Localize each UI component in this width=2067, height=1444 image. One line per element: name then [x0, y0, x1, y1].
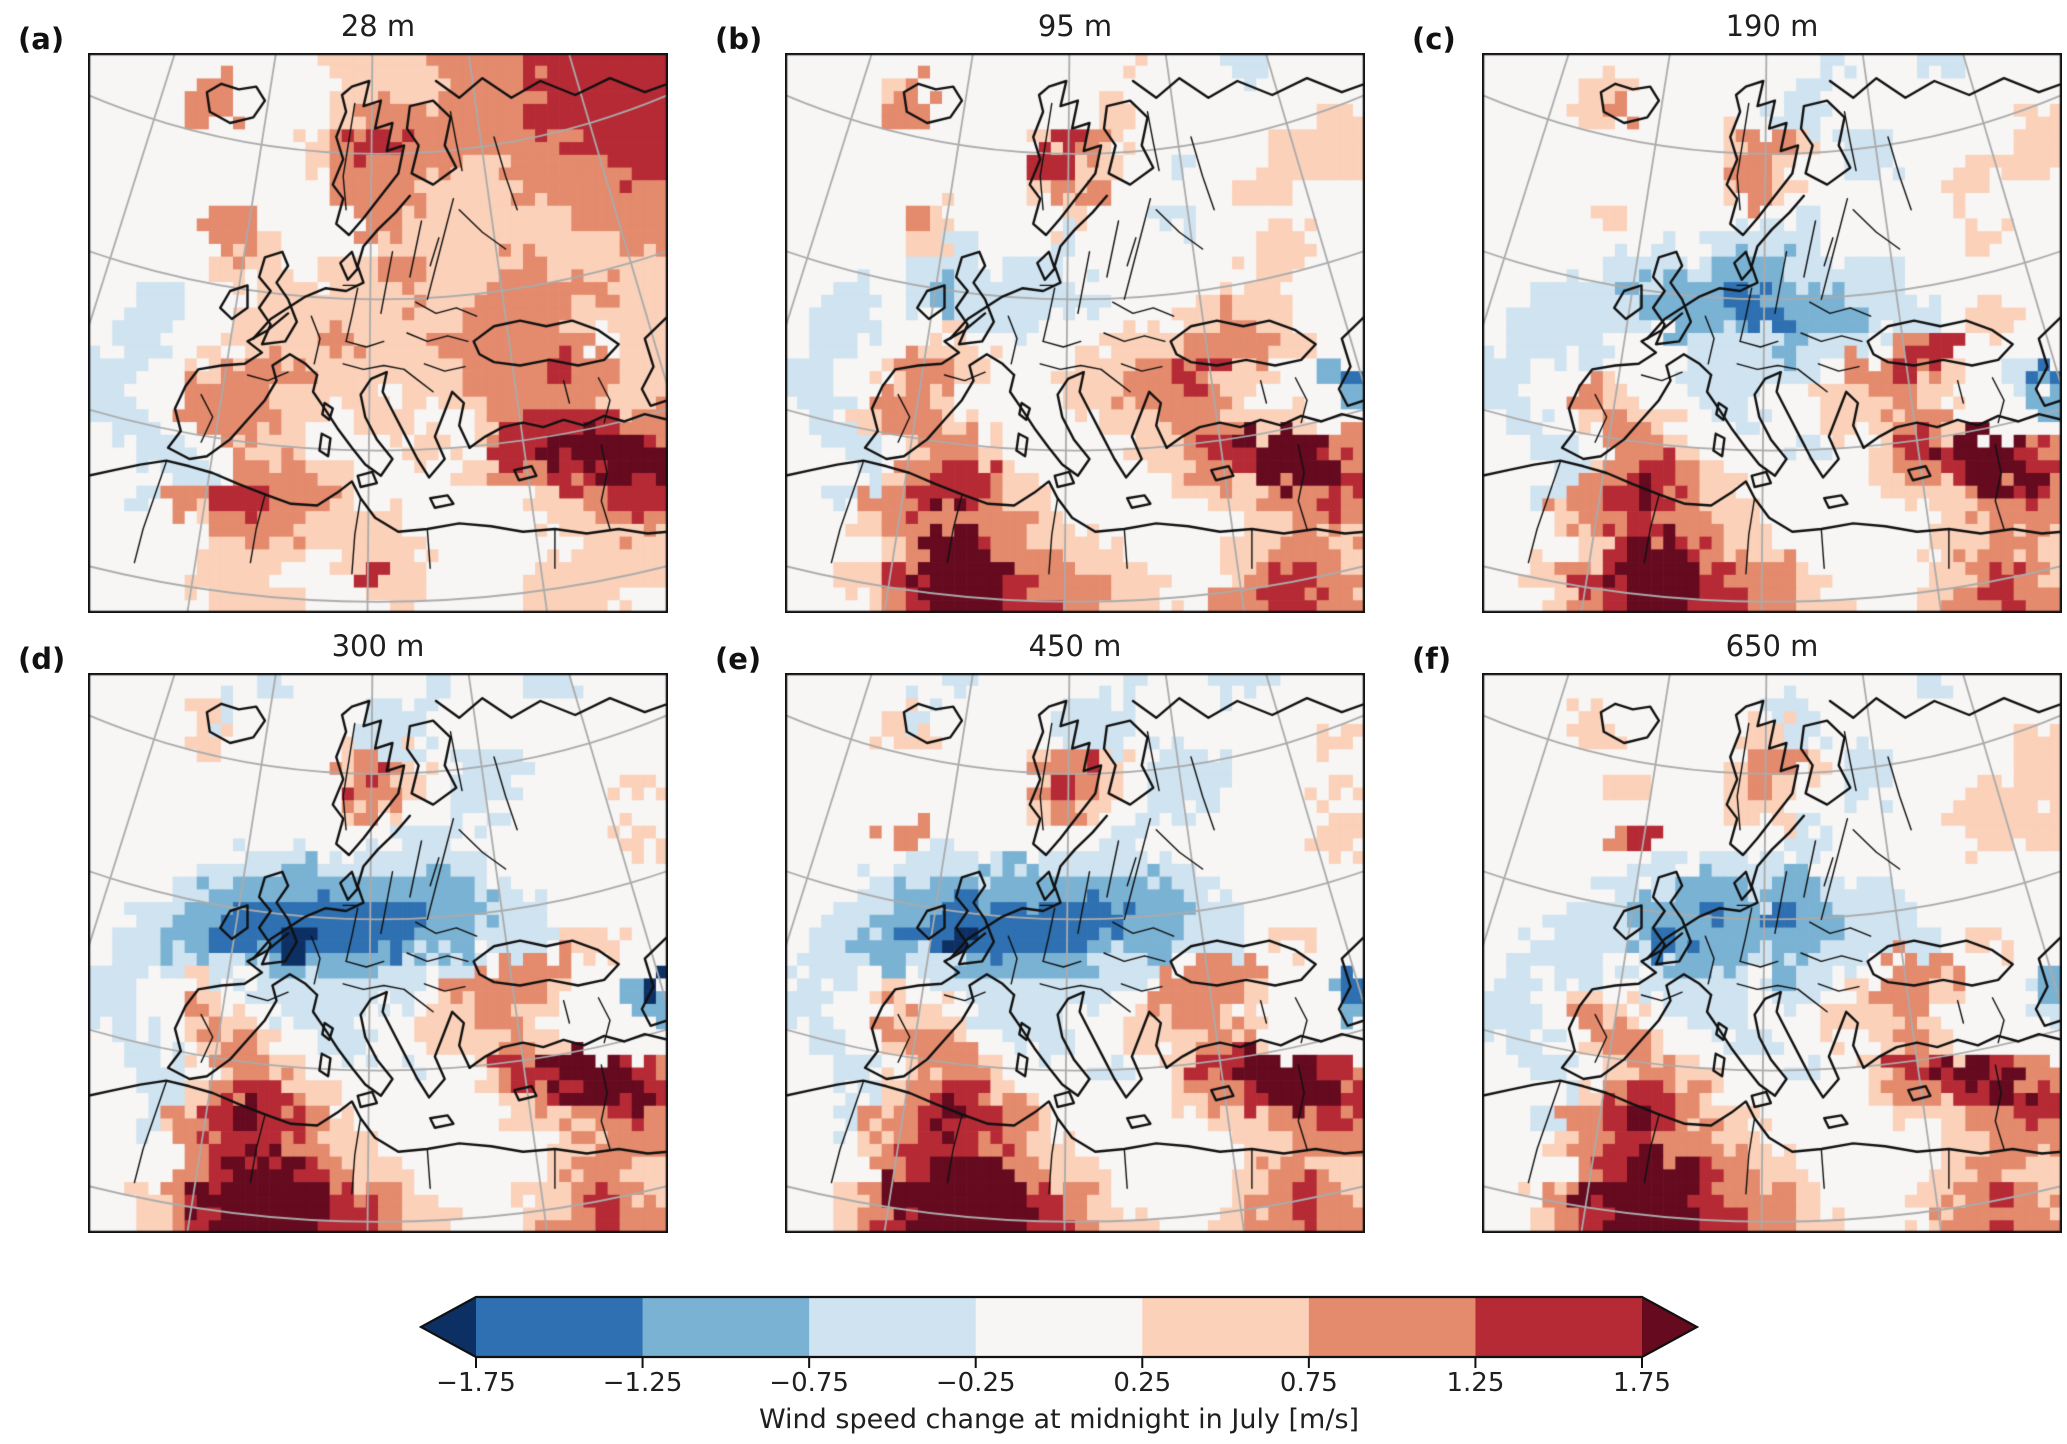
map-canvas-c	[1482, 53, 2062, 613]
colorbar-segment-1	[642, 1297, 810, 1357]
colorbar-segment-5	[1308, 1297, 1477, 1357]
panel-title-a: 28 m	[340, 9, 416, 43]
panel-title-f: 650 m	[1725, 629, 1819, 663]
colorbar-tick-label-5: 0.75	[1279, 1368, 1338, 1398]
map-canvas-e	[785, 673, 1365, 1233]
panel-letter-d: (d)	[18, 642, 66, 676]
panel-title-e: 450 m	[1028, 629, 1122, 663]
panel-title-c: 190 m	[1725, 9, 1819, 43]
panel-letter-f: (f)	[1412, 642, 1452, 676]
colorbar-tick-label-1: −1.25	[602, 1368, 683, 1398]
colorbar-segment-0	[476, 1297, 644, 1357]
map-panel-b	[785, 53, 1365, 613]
map-panel-f	[1482, 673, 2062, 1233]
colorbar-svg	[418, 1295, 1700, 1368]
colorbar-tick-label-0: −1.75	[436, 1368, 516, 1398]
panel-letter-c: (c)	[1412, 22, 1456, 56]
colorbar-tick-label-2: −0.75	[769, 1368, 849, 1398]
panel-letter-e: (e)	[715, 642, 762, 676]
map-canvas-b	[785, 53, 1365, 613]
colorbar-tick-label-6: 1.25	[1446, 1368, 1505, 1398]
colorbar-segment-6	[1475, 1297, 1643, 1357]
panel-title-b: 95 m	[1037, 9, 1113, 43]
map-canvas-f	[1482, 673, 2062, 1233]
colorbar-under-arrow	[421, 1297, 476, 1357]
map-canvas-d	[88, 673, 668, 1233]
colorbar-caption: Wind speed change at midnight in July [m…	[758, 1404, 1360, 1435]
map-panel-d	[88, 673, 668, 1233]
map-canvas-a	[88, 53, 668, 613]
panel-letter-a: (a)	[18, 22, 65, 56]
colorbar-segment-2	[809, 1297, 977, 1357]
colorbar-tick-label-7: 1.75	[1613, 1368, 1671, 1398]
colorbar-over-arrow	[1642, 1297, 1697, 1357]
colorbar	[418, 1295, 1700, 1371]
map-panel-a	[88, 53, 668, 613]
map-panel-e	[785, 673, 1365, 1233]
colorbar-tick-label-4: 0.25	[1113, 1368, 1172, 1398]
map-panel-c	[1482, 53, 2062, 613]
colorbar-tick-label-3: −0.25	[935, 1368, 1016, 1398]
colorbar-segment-4	[1142, 1297, 1310, 1357]
panel-title-d: 300 m	[331, 629, 425, 663]
colorbar-segment-3	[975, 1297, 1143, 1357]
panel-letter-b: (b)	[715, 22, 763, 56]
